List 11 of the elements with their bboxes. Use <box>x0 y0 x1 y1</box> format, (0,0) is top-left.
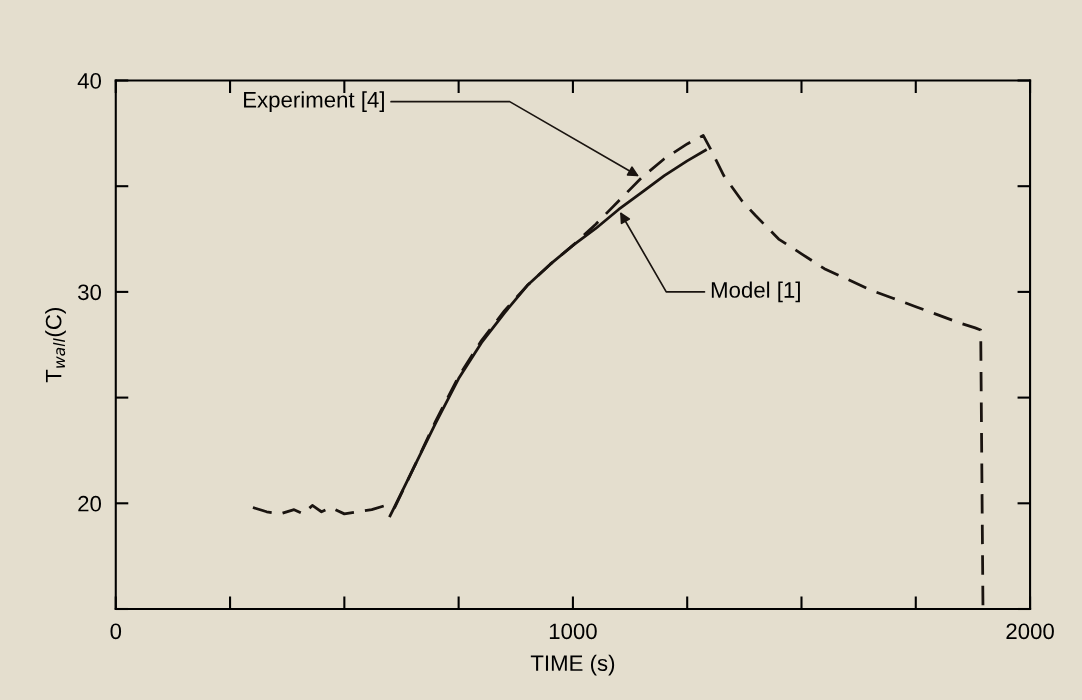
y-tick-label: 40 <box>77 73 102 89</box>
y-axis-title: T$_{wall}$(C) <box>45 308 66 383</box>
x-tick-label: 2000 <box>1006 623 1054 640</box>
x-tick-label: 0 <box>110 623 122 640</box>
annotation: Experiment [4] <box>244 91 384 112</box>
annotation: Model [1] <box>711 281 800 303</box>
y-tick-label: 20 <box>78 495 102 512</box>
y-tick-label: 30 <box>78 284 102 301</box>
line-series <box>388 148 707 518</box>
x-axis-title: TIME (s) <box>530 654 615 676</box>
x-tick-label: 1000 <box>549 623 597 640</box>
